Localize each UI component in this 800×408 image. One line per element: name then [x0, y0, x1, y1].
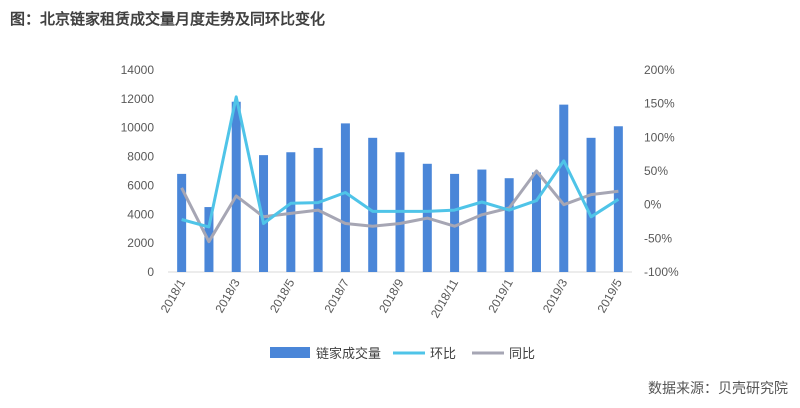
left-axis-tick-label: 10000 [121, 121, 155, 135]
x-axis-tick-label: 2018/7 [322, 276, 353, 315]
bar [340, 123, 350, 272]
bar [231, 101, 241, 272]
data-source: 数据来源：贝壳研究院 [648, 381, 788, 397]
legend-swatch-volume [270, 347, 310, 358]
line-series [180, 95, 620, 244]
right-axis: -100% -50% 0% 50% 100% 150% 200% [644, 63, 679, 279]
bar [477, 169, 487, 272]
legend-label-volume: 链家成交量 [316, 346, 381, 362]
x-axis-ticks: 2018/1 2018/3 2018/5 2018/7 2018/9 2018/11 201… [158, 276, 625, 320]
right-axis-tick-label: -50% [644, 231, 672, 245]
right-axis-tick-label: -100% [644, 265, 679, 279]
left-axis-tick-label: 6000 [127, 178, 154, 192]
bar [559, 104, 569, 272]
x-axis-tick-label: 2018/3 [212, 276, 243, 315]
left-axis-tick-label: 12000 [121, 92, 155, 106]
chart-title: 图：北京链家租赁成交量月度走势及同环比变化 [10, 10, 326, 28]
legend-label-yoy: 同比 [509, 347, 535, 362]
bar [504, 178, 514, 272]
x-axis-tick-label: 2019/5 [594, 276, 625, 315]
left-axis-tick-label: 14000 [121, 63, 155, 77]
series-line-yoy [180, 169, 619, 244]
x-axis-tick-label: 2019/1 [485, 276, 516, 315]
right-axis-tick-label: 50% [644, 164, 668, 178]
right-axis-tick-label: 150% [644, 97, 675, 111]
x-axis-tick-label: 2018/1 [158, 276, 189, 315]
bar [613, 126, 623, 273]
bar [259, 155, 269, 272]
x-axis-tick-label: 2019/3 [540, 276, 571, 315]
bar [368, 137, 378, 272]
x-axis-tick-label: 2018/11 [428, 276, 462, 320]
series-line-mom [181, 95, 620, 229]
legend-label-mom: 环比 [430, 347, 456, 362]
bar [586, 137, 596, 272]
legend: 链家成交量 环比 同比 [270, 346, 535, 362]
bar [531, 172, 541, 272]
left-axis-tick-label: 8000 [127, 150, 154, 164]
right-axis-tick-label: 0% [644, 198, 662, 212]
right-axis-tick-label: 200% [644, 63, 675, 77]
right-axis-tick-label: 100% [644, 130, 675, 144]
left-axis-tick-label: 0 [147, 265, 154, 279]
x-axis-tick-label: 2018/5 [267, 276, 298, 315]
left-axis-tick-label: 4000 [127, 207, 154, 221]
bar [177, 173, 187, 272]
left-axis: 0 2000 4000 6000 8000 10000 12000 14000 [121, 63, 155, 279]
bar [450, 173, 460, 272]
left-axis-tick-label: 2000 [127, 236, 154, 250]
x-axis-tick-label: 2018/9 [376, 276, 407, 315]
